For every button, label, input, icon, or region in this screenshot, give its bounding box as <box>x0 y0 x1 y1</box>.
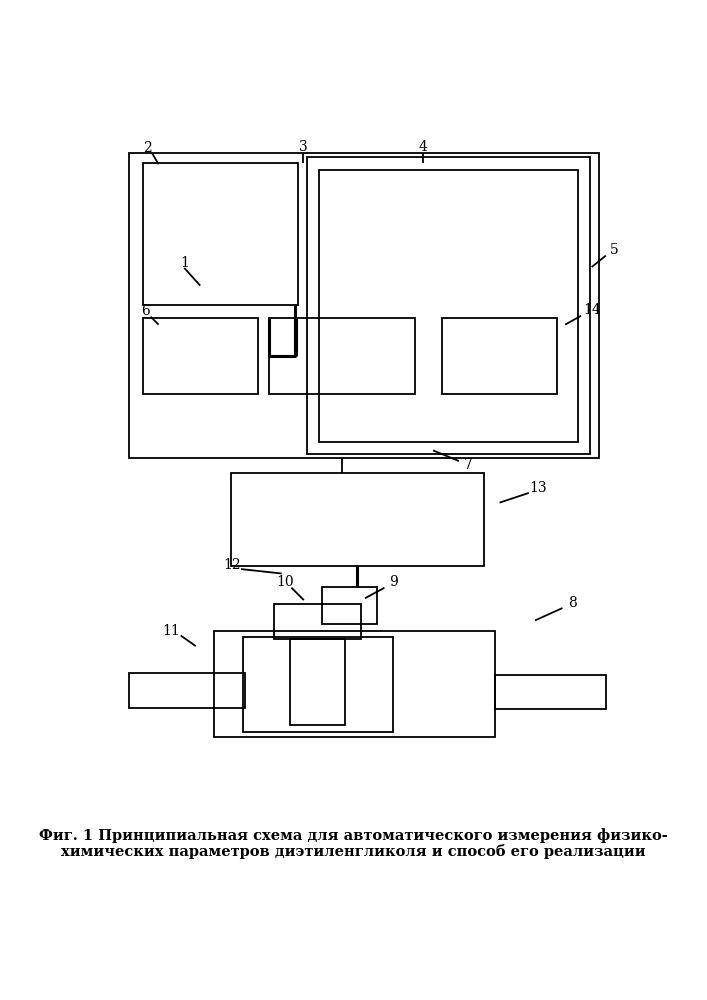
Text: 3: 3 <box>298 140 308 154</box>
Bar <box>319 170 578 442</box>
Bar <box>290 639 344 725</box>
Bar <box>129 153 599 458</box>
Text: 8: 8 <box>568 596 577 610</box>
Text: 10: 10 <box>276 575 294 589</box>
Text: 1: 1 <box>180 256 189 270</box>
Bar <box>495 675 606 709</box>
Text: 2: 2 <box>143 141 151 155</box>
Text: 5: 5 <box>610 243 619 257</box>
Bar <box>231 473 484 566</box>
Text: 7: 7 <box>464 458 473 472</box>
Text: 14: 14 <box>583 303 600 317</box>
Bar <box>143 318 258 394</box>
Bar <box>442 318 557 394</box>
Text: 9: 9 <box>389 575 397 589</box>
Text: химических параметров диэтиленгликоля и способ его реализации: химических параметров диэтиленгликоля и … <box>61 844 645 859</box>
Bar <box>214 631 495 737</box>
Text: 13: 13 <box>530 481 547 495</box>
Text: 12: 12 <box>223 558 241 572</box>
Bar <box>243 637 393 732</box>
Text: Фиг. 1 Принципиальная схема для автоматического измерения физико-: Фиг. 1 Принципиальная схема для автомати… <box>39 828 668 843</box>
Bar <box>274 604 361 639</box>
Text: 6: 6 <box>141 304 150 318</box>
Bar <box>143 163 298 305</box>
Bar <box>307 157 590 454</box>
Text: 11: 11 <box>162 624 180 638</box>
Bar <box>269 318 416 394</box>
Bar <box>322 587 378 624</box>
Bar <box>129 673 245 708</box>
Text: 4: 4 <box>419 140 428 154</box>
